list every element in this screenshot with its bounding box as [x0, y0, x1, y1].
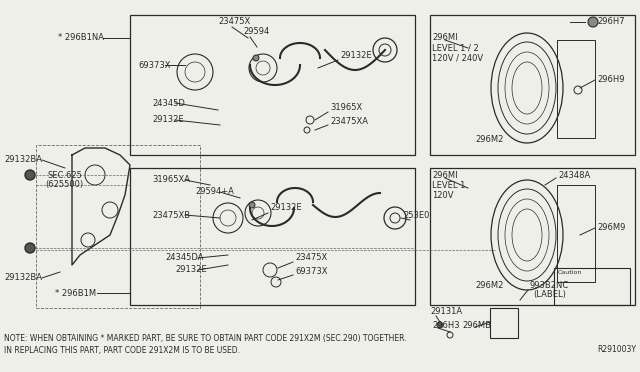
Text: 29132E: 29132E [175, 266, 207, 275]
Text: 29132BA: 29132BA [4, 273, 42, 282]
Text: 23475XA: 23475XA [330, 118, 368, 126]
Circle shape [249, 202, 255, 208]
Text: 296M9: 296M9 [597, 224, 625, 232]
Text: 296H3: 296H3 [432, 321, 460, 330]
Text: 296H9: 296H9 [597, 76, 625, 84]
Text: 29132E: 29132E [152, 115, 184, 125]
Text: 31965X: 31965X [330, 103, 362, 112]
Text: IN REPLACING THIS PART, PART CODE 291X2M IS TO BE USED.: IN REPLACING THIS PART, PART CODE 291X2M… [4, 346, 240, 355]
Bar [490, 308, 518, 338]
Text: 23475X: 23475X [218, 17, 250, 26]
Text: NOTE: WHEN OBTAINING * MARKED PART, BE SURE TO OBTAIN PART CODE 291X2M (SEC.290): NOTE: WHEN OBTAINING * MARKED PART, BE S… [4, 334, 406, 343]
Circle shape [588, 17, 598, 27]
Text: 24348A: 24348A [558, 170, 590, 180]
Text: 296MI: 296MI [432, 33, 458, 42]
Text: Caution: Caution [558, 269, 582, 275]
Text: 24345D: 24345D [152, 99, 185, 108]
Circle shape [25, 170, 35, 180]
Text: 31965XA: 31965XA [152, 176, 190, 185]
Bar [430, 168, 635, 305]
Text: 296MI: 296MI [432, 170, 458, 180]
Bar [430, 15, 635, 155]
Text: R291003Y: R291003Y [597, 346, 636, 355]
Text: (LABEL): (LABEL) [533, 291, 566, 299]
Text: LEVEL 1: LEVEL 1 [432, 180, 465, 189]
Text: 24345DA: 24345DA [165, 253, 204, 263]
Text: 29131A: 29131A [430, 308, 462, 317]
Bar [557, 40, 595, 138]
Text: 69373X: 69373X [138, 61, 170, 70]
Circle shape [437, 322, 443, 328]
Circle shape [253, 55, 259, 61]
Text: 296MB: 296MB [462, 321, 491, 330]
Text: 993B2NC: 993B2NC [530, 280, 569, 289]
Bar [130, 15, 415, 155]
Text: 29132E: 29132E [340, 51, 372, 60]
Text: 296M2: 296M2 [475, 135, 504, 144]
Text: 29132BA: 29132BA [4, 155, 42, 164]
Text: 296M2: 296M2 [475, 280, 504, 289]
Text: 23475XB: 23475XB [152, 211, 190, 219]
Text: 29594: 29594 [243, 28, 269, 36]
Text: LEVEL 1 / 2: LEVEL 1 / 2 [432, 44, 479, 52]
Circle shape [25, 243, 35, 253]
Text: 120V: 120V [432, 190, 454, 199]
Text: 69373X: 69373X [295, 267, 328, 276]
Text: SEC.625: SEC.625 [48, 170, 83, 180]
Text: 29594+A: 29594+A [195, 187, 234, 196]
Text: 296H7: 296H7 [597, 17, 625, 26]
Text: 253E0: 253E0 [403, 212, 429, 221]
Text: (625500): (625500) [45, 180, 83, 189]
Text: * 296B1M: * 296B1M [55, 289, 96, 298]
Bar [554, 268, 630, 305]
Text: 29132E: 29132E [270, 203, 301, 212]
Bar [557, 185, 595, 282]
Text: 120V / 240V: 120V / 240V [432, 54, 483, 62]
Bar [36, 145, 200, 308]
Bar [130, 168, 415, 305]
Text: * 296B1NA: * 296B1NA [58, 33, 104, 42]
Text: 23475X: 23475X [295, 253, 327, 263]
